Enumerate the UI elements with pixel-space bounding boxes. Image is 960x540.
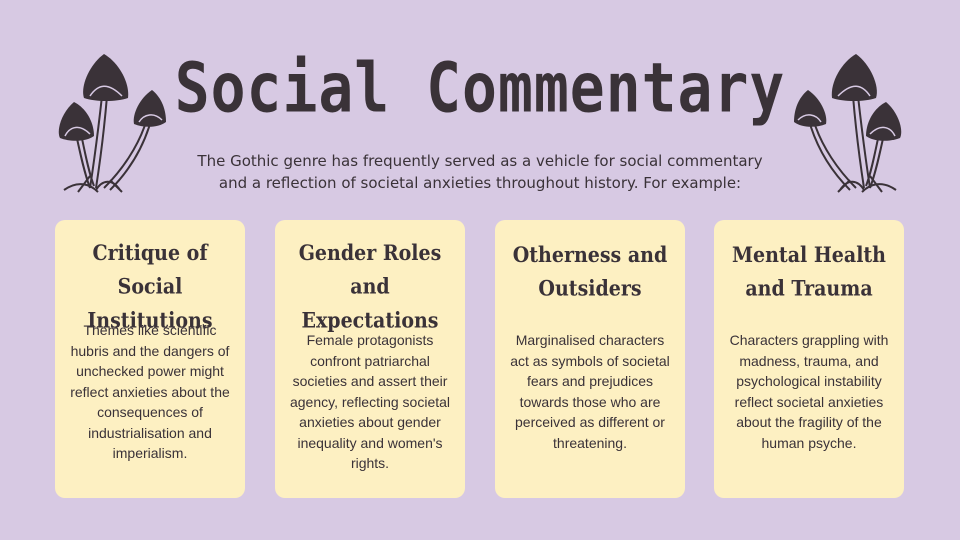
card-gender-roles: Gender Roles and Expectations Female pro… (275, 220, 465, 498)
card-body: Themes like scientific hubris and the da… (70, 322, 230, 461)
card-title: Gender Roles and Expectations (298, 241, 442, 333)
card-body: Marginalised characters act as symbols o… (510, 332, 670, 451)
card-title: Critique of Social Institutions (87, 241, 213, 333)
slide-title: Social Commentary (174, 48, 786, 129)
mushrooms-right-icon (794, 54, 902, 193)
card-social-institutions: Critique of Social Institutions Themes l… (55, 220, 245, 498)
card-body: Characters grappling with madness, traum… (729, 332, 889, 451)
intro-line-2: and a reflection of societal anxieties t… (218, 174, 742, 192)
intro-text: The Gothic genre has frequently served a… (190, 150, 770, 194)
mushrooms-left-icon (58, 54, 166, 193)
card-title: Mental Health and Trauma (731, 242, 886, 302)
card-otherness-outsiders: Otherness and Outsiders Marginalised cha… (495, 220, 685, 498)
card-title: Otherness and Outsiders (512, 242, 668, 302)
card-mental-health: Mental Health and Trauma Characters grap… (714, 220, 904, 498)
card-body: Female protagonists confront patriarchal… (289, 332, 451, 471)
intro-line-1: The Gothic genre has frequently served a… (197, 152, 763, 170)
